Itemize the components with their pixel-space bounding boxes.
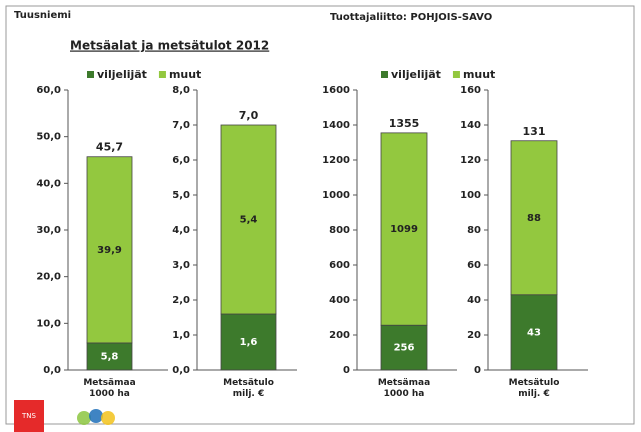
y-tick-label: 160 (460, 85, 481, 96)
org-right: Tuottajaliitto: POHJOIS-SAVO (330, 12, 492, 23)
value-label: 88 (527, 213, 541, 224)
logo: TNS (21, 412, 37, 420)
y-tick-label: 0,0 (43, 365, 61, 376)
y-tick-label: 1000 (322, 190, 350, 201)
y-tick-label: 2,0 (172, 295, 190, 306)
y-tick-label: 600 (329, 260, 350, 271)
y-tick-label: 200 (329, 330, 350, 341)
logo-box (14, 400, 44, 432)
y-tick-label: 120 (460, 155, 481, 166)
value-label: 1,6 (240, 337, 258, 348)
x-tick-label: Metsätulo milj. € (223, 378, 274, 399)
y-tick-label: 40,0 (36, 178, 61, 189)
deco (89, 409, 103, 423)
y-tick-label: 20,0 (36, 272, 61, 283)
y-tick-label: 0 (474, 365, 481, 376)
y-tick-label: 50,0 (36, 132, 61, 143)
legend-swatch (158, 71, 166, 78)
y-tick-label: 1600 (322, 85, 350, 96)
y-tick-label: 60 (467, 260, 481, 271)
total-label: 131 (523, 125, 546, 138)
y-tick-label: 20 (467, 330, 481, 341)
bar-segment (86, 156, 133, 344)
legend-label: muut (463, 68, 495, 81)
y-tick-label: 3,0 (172, 260, 190, 271)
y-tick-label: 1,0 (172, 330, 190, 341)
bar-segment (510, 140, 558, 296)
bar-segment (86, 342, 133, 371)
total-label: 1355 (389, 117, 420, 130)
bar-segment (510, 294, 558, 371)
y-tick-label: 8,0 (172, 85, 190, 96)
bar-segment (220, 124, 277, 315)
x-tick-label: Metsämaa 1000 ha (377, 378, 431, 399)
x-tick-label: Metsätulo milj. € (508, 378, 560, 399)
total-label: 45,7 (96, 141, 123, 154)
value-label: 5,8 (101, 351, 119, 362)
y-tick-label: 1200 (322, 155, 350, 166)
legend-swatch (87, 71, 94, 78)
y-tick-label: 400 (329, 295, 350, 306)
y-tick-label: 10,0 (36, 318, 61, 329)
y-tick-label: 140 (460, 120, 481, 131)
y-tick-label: 5,0 (172, 190, 190, 201)
y-tick-label: 0,0 (172, 365, 190, 376)
value-label: 43 (527, 327, 541, 338)
y-tick-label: 0 (343, 365, 350, 376)
y-tick-label: 4,0 (172, 225, 190, 236)
total-label: 7,0 (239, 109, 259, 122)
y-tick-label: 800 (329, 225, 350, 236)
org-left: Tuusniemi (14, 10, 71, 21)
value-label: 5,4 (240, 215, 258, 226)
bar-segment (380, 324, 428, 371)
y-tick-label: 1400 (322, 120, 350, 131)
x-tick-label: Metsämaa 1000 ha (83, 378, 136, 399)
legend-label: muut (169, 68, 201, 81)
bar-segment (380, 132, 428, 326)
value-label: 256 (394, 343, 415, 354)
y-tick-label: 80 (467, 225, 481, 236)
legend-label: viljelijät (391, 68, 441, 81)
y-tick-label: 100 (460, 190, 481, 201)
y-tick-label: 40 (467, 295, 481, 306)
deco (101, 411, 115, 425)
y-tick-label: 30,0 (36, 225, 61, 236)
y-tick-label: 7,0 (172, 120, 190, 131)
y-tick-label: 60,0 (36, 85, 61, 96)
value-label: 39,9 (97, 245, 122, 256)
value-label: 1099 (390, 224, 418, 235)
legend-swatch (381, 71, 388, 78)
legend-label: viljelijät (97, 68, 147, 81)
deco (77, 411, 91, 425)
legend-swatch (452, 71, 460, 78)
y-tick-label: 6,0 (172, 155, 190, 166)
title: Metsäalat ja metsätulot 2012 (70, 39, 269, 53)
frame (5, 5, 635, 425)
bar-segment (220, 313, 277, 371)
